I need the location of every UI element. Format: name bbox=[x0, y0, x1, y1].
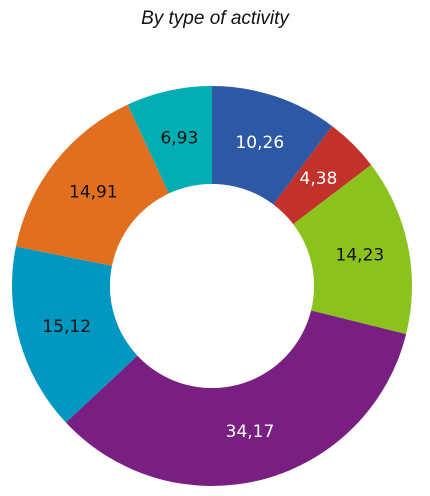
chart-title: By type of activity bbox=[141, 8, 289, 29]
slice-value-label-5: 15,12 bbox=[42, 317, 91, 337]
donut-slice-6 bbox=[15, 104, 169, 266]
donut-slice-1 bbox=[212, 86, 333, 205]
slice-value-label-2: 4,38 bbox=[300, 169, 338, 189]
slice-value-label-3: 14,23 bbox=[336, 245, 385, 265]
slice-value-label-1: 10,26 bbox=[235, 133, 284, 153]
donut-slice-7 bbox=[127, 86, 212, 194]
donut-slice-5 bbox=[11, 246, 138, 423]
donut-slice-3 bbox=[293, 164, 413, 335]
slice-value-label-6: 14,91 bbox=[69, 183, 118, 203]
donut-hole bbox=[110, 184, 314, 388]
donut-slice-4 bbox=[65, 310, 407, 486]
donut-slice-2 bbox=[273, 126, 372, 225]
slice-value-label-4: 34,17 bbox=[226, 422, 275, 442]
slice-value-label-7: 6,93 bbox=[160, 129, 198, 149]
